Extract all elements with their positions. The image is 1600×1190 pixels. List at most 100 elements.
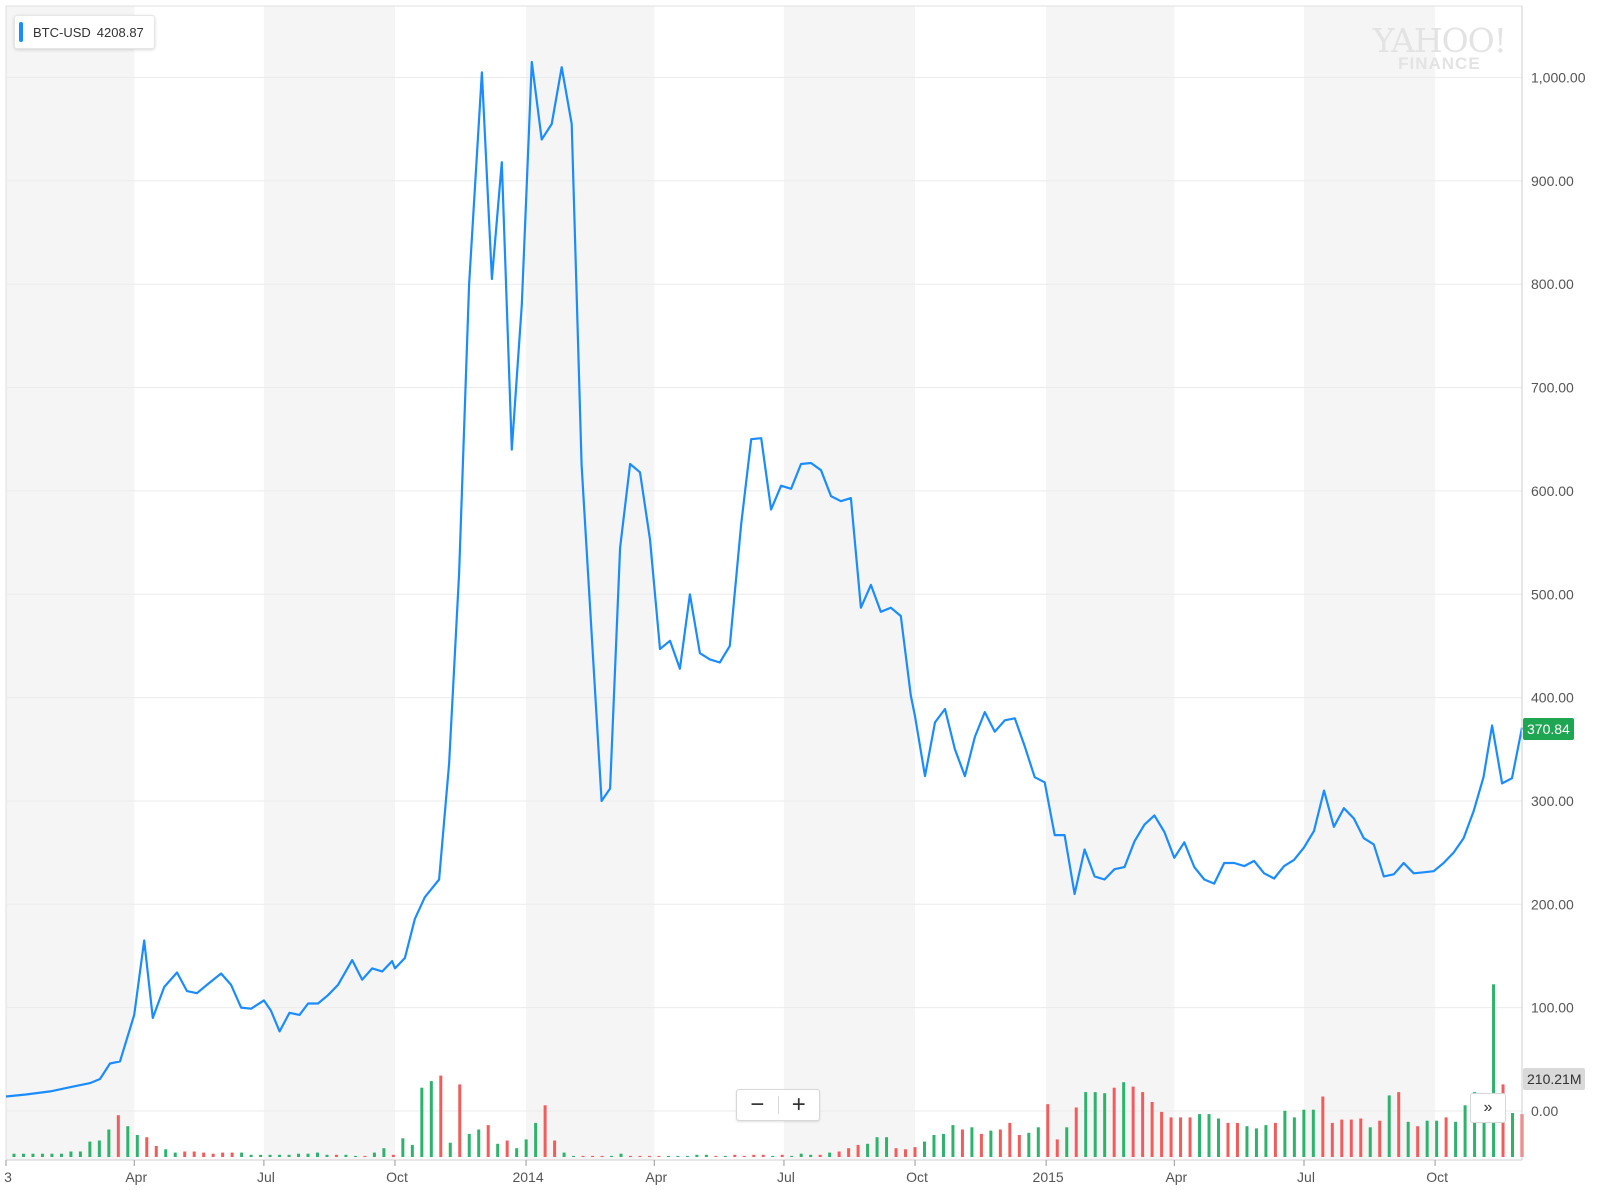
volume-bar — [31, 1153, 35, 1157]
volume-bar — [1188, 1117, 1192, 1157]
volume-bar — [524, 1139, 528, 1157]
volume-bar — [259, 1154, 263, 1157]
volume-bar — [1226, 1122, 1230, 1157]
volume-bar — [1008, 1122, 1012, 1157]
volume-bar — [1406, 1121, 1410, 1157]
volume-bar — [572, 1155, 576, 1157]
volume-bar — [818, 1154, 822, 1157]
volume-bar — [1264, 1125, 1268, 1157]
volume-bar — [1283, 1110, 1287, 1157]
volume-bar — [723, 1155, 727, 1157]
volume-bar — [344, 1154, 348, 1157]
volume-bar — [515, 1148, 519, 1157]
volume-bar — [771, 1155, 775, 1157]
volume-bar — [638, 1155, 642, 1157]
volume-bar — [922, 1141, 926, 1157]
volume-bar — [695, 1154, 699, 1157]
y-tick-label: 600.00 — [1531, 483, 1574, 499]
quarter-band — [783, 6, 916, 1160]
volume-bar — [1245, 1126, 1249, 1157]
x-tick-label: Apr — [125, 1169, 147, 1185]
volume-bar — [1084, 1092, 1088, 1157]
volume-bar — [334, 1154, 338, 1157]
volume-bar — [135, 1135, 139, 1157]
y-tick-label: 800.00 — [1531, 276, 1574, 292]
volume-bar — [12, 1153, 16, 1157]
quarter-band — [6, 6, 135, 1160]
volume-bar — [591, 1155, 595, 1157]
volume-bar — [1027, 1132, 1031, 1157]
y-tick-label: 400.00 — [1531, 690, 1574, 706]
volume-bar — [761, 1154, 765, 1157]
current-price-badge: 370.84 — [1523, 718, 1574, 740]
zoom-in-button[interactable]: + — [791, 1091, 806, 1118]
zoom-control: − + — [736, 1089, 820, 1121]
volume-bar — [1254, 1128, 1258, 1157]
volume-bar — [1235, 1122, 1239, 1157]
volume-bar — [97, 1140, 101, 1157]
volume-bar — [154, 1146, 158, 1157]
volume-bar — [1511, 1113, 1515, 1157]
volume-bar — [553, 1140, 557, 1157]
volume-bar — [1292, 1117, 1296, 1157]
y-tick-label: 700.00 — [1531, 380, 1574, 396]
volume-bar — [998, 1129, 1002, 1157]
volume-bar — [1454, 1121, 1458, 1157]
expand-button[interactable]: » — [1470, 1093, 1506, 1123]
volume-bar — [391, 1154, 395, 1157]
volume-bar — [268, 1154, 272, 1157]
y-tick-label: 100.00 — [1531, 1000, 1574, 1016]
volume-bar — [619, 1153, 623, 1157]
x-tick-label: 2014 — [512, 1169, 543, 1185]
volume-bar — [1359, 1118, 1363, 1157]
volume-bar — [1179, 1117, 1183, 1157]
volume-bar — [192, 1151, 196, 1157]
volume-bar — [657, 1155, 661, 1157]
x-tick-label: Apr — [645, 1169, 667, 1185]
volume-bar — [1349, 1119, 1353, 1157]
volume-bar — [1425, 1120, 1429, 1157]
y-tick-label: 300.00 — [1531, 793, 1574, 809]
legend-symbol: BTC-USD — [33, 24, 91, 40]
volume-bar — [856, 1144, 860, 1157]
volume-bar — [676, 1155, 680, 1157]
yahoo-finance-logo: YAHOO! FINANCE — [1373, 24, 1507, 73]
y-tick-label: 900.00 — [1531, 173, 1574, 189]
volume-bar — [448, 1142, 452, 1157]
volume-bar — [88, 1141, 92, 1157]
volume-bar — [1473, 1092, 1477, 1157]
volume-bar — [1463, 1105, 1467, 1157]
zoom-out-button[interactable]: − — [750, 1091, 765, 1118]
volume-bar — [979, 1133, 983, 1157]
volume-bar — [1482, 1119, 1486, 1157]
volume-bar — [1046, 1104, 1050, 1157]
volume-bar — [847, 1148, 851, 1157]
x-tick-label: Jul — [257, 1169, 275, 1185]
legend[interactable]: BTC-USD 4208.87 — [14, 15, 155, 49]
volume-bar — [534, 1122, 538, 1157]
volume-bar — [647, 1155, 651, 1157]
volume-bar — [1150, 1102, 1154, 1157]
volume-bar — [809, 1154, 813, 1157]
volume-bar — [1435, 1120, 1439, 1157]
volume-bar — [828, 1152, 832, 1157]
logo-brand-bottom: FINANCE — [1398, 54, 1481, 73]
volume-bar — [382, 1148, 386, 1157]
volume-bar — [970, 1127, 974, 1157]
volume-bar — [733, 1154, 737, 1157]
volume-bar — [173, 1152, 177, 1157]
volume-bar — [1273, 1122, 1277, 1157]
volume-bar — [1378, 1120, 1382, 1157]
volume-bar — [1112, 1087, 1116, 1157]
volume-bar — [183, 1151, 187, 1157]
volume-bar — [1416, 1126, 1420, 1157]
volume-bar — [913, 1147, 917, 1157]
volume-bar — [477, 1129, 481, 1157]
volume-bar — [666, 1155, 670, 1157]
volume-bar — [704, 1154, 708, 1157]
volume-bar — [790, 1155, 794, 1157]
volume-bar — [59, 1153, 63, 1157]
legend-price: 4208.87 — [96, 24, 144, 40]
volume-bar — [1131, 1086, 1135, 1157]
